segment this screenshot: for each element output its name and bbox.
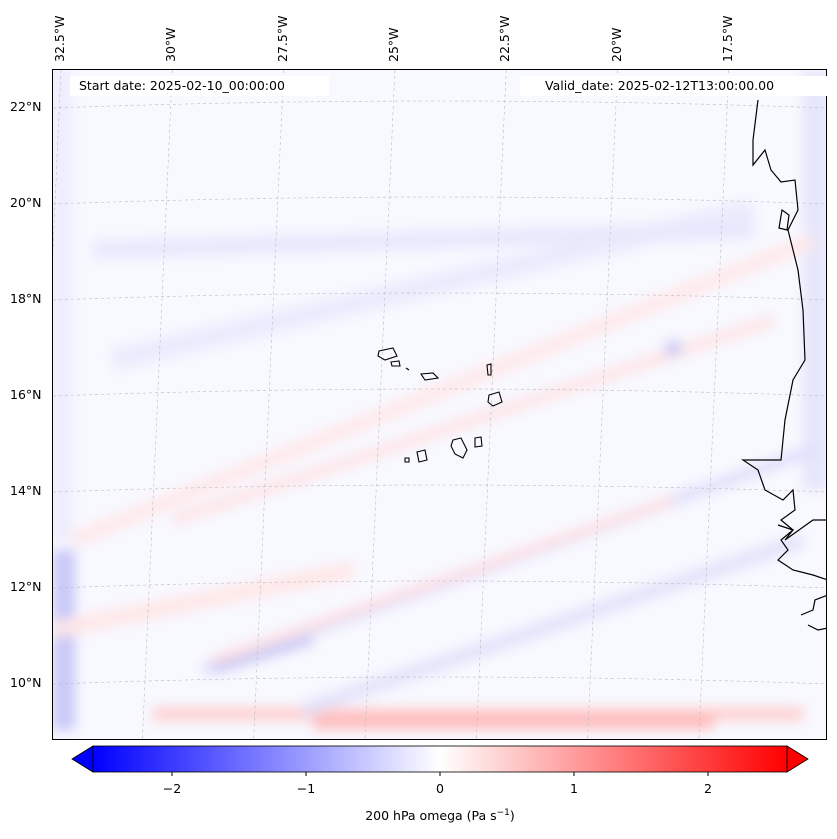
latitude-label: 18°N: [10, 291, 42, 306]
colorbar-tick-label: 2: [704, 781, 712, 796]
parallel-gridline: [53, 196, 826, 205]
omega-field: [53, 70, 826, 739]
meridian-gridline: [364, 70, 396, 739]
longitude-label: 25°W: [385, 27, 401, 62]
coastlines: [741, 99, 826, 631]
longitude-label: 32.5°W: [52, 15, 67, 62]
colorbar-min-extension: [71, 745, 94, 773]
meridian-gridline: [698, 70, 730, 739]
meridian-gridline: [142, 70, 173, 739]
parallel-gridline: [53, 388, 826, 397]
omega-contours: [53, 70, 826, 730]
longitude-label: 22.5°W: [497, 15, 513, 62]
latitude-label: 22°N: [10, 99, 42, 114]
latitude-label: 14°N: [10, 483, 42, 498]
cape-verde-islands: [377, 347, 503, 463]
parallel-gridline: [53, 484, 826, 493]
parallel-gridline: [53, 676, 826, 685]
colorbar-tick-label: 1: [570, 781, 578, 796]
latitude-label: 16°N: [10, 387, 42, 402]
parallel-gridline: [53, 100, 826, 109]
colorbar-tick-label: 0: [436, 781, 444, 796]
colorbar-max-extension: [786, 745, 809, 773]
parallel-gridline: [53, 292, 826, 301]
map-panel: [52, 69, 827, 740]
longitude-label: 27.5°W: [274, 15, 290, 62]
latitude-label: 12°N: [10, 579, 42, 594]
start-date-label: Start date: 2025-02-10_00:00:00: [70, 76, 329, 96]
colorbar-gradient: [92, 745, 788, 773]
latitude-label: 20°N: [10, 195, 42, 210]
colorbar-label: 200 hPa omega (Pa s−1): [365, 808, 515, 824]
longitude-label: 20°W: [608, 27, 624, 62]
longitude-label: 30°W: [163, 27, 179, 62]
colorbar-tick-label: −2: [162, 781, 182, 796]
latitude-label: 10°N: [10, 675, 42, 690]
meridian-gridline: [475, 70, 507, 739]
valid-date-label: Valid_date: 2025-02-12T13:00:00.00: [520, 76, 832, 96]
colorbar: [71, 745, 809, 776]
longitude-label: 17.5°W: [719, 15, 735, 62]
parallel-gridline: [53, 580, 826, 589]
colorbar-tick-label: −1: [296, 781, 316, 796]
meridian-gridline: [587, 70, 618, 739]
gridlines: [53, 70, 826, 739]
meridian-gridline: [253, 70, 284, 739]
